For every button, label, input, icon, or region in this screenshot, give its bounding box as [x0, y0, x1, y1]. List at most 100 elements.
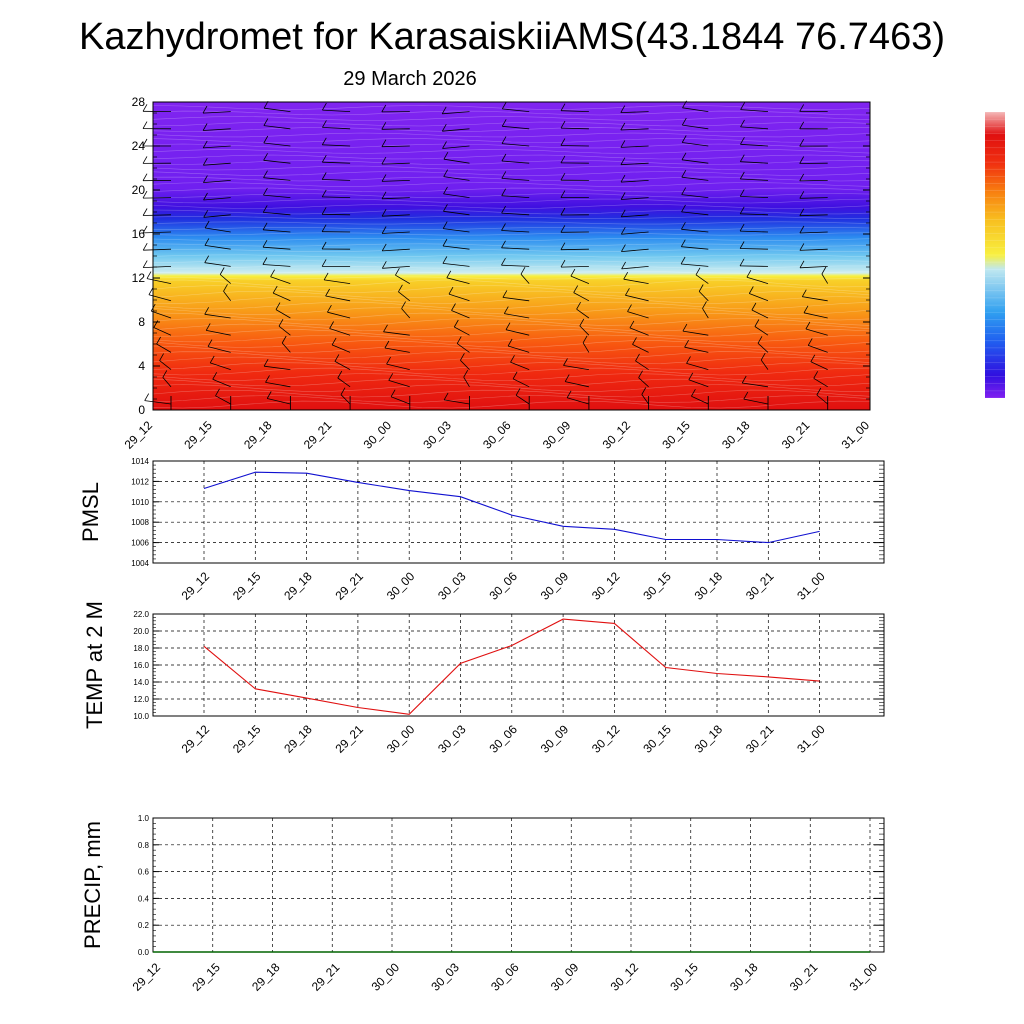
wind-barb	[560, 110, 589, 112]
x-tick-label: 30_15	[640, 722, 674, 756]
wind-barb-flag	[204, 255, 210, 263]
wind-barb	[322, 179, 351, 181]
wind-barb-flag	[743, 391, 749, 400]
x-tick-label: 29_18	[281, 722, 315, 756]
wind-barb-flag	[810, 354, 816, 362]
wind-barb-flag	[739, 171, 745, 180]
x-tick-label: 30_09	[548, 960, 582, 994]
wind-barb-flag	[760, 352, 766, 361]
wind-barb	[502, 125, 530, 130]
wind-barb	[740, 213, 769, 216]
contour-line	[152, 149, 871, 154]
wind-barb-flag	[340, 387, 346, 395]
wind-barb-flag	[502, 290, 508, 298]
wind-barb	[691, 395, 709, 405]
contour-line	[152, 221, 871, 225]
contour-line	[152, 345, 871, 354]
wind-barb	[760, 359, 769, 370]
wind-barb-flag	[757, 336, 763, 344]
wind-barb-flag	[381, 243, 387, 252]
wind-barb	[813, 377, 828, 388]
wind-barb	[501, 178, 530, 181]
wind-barb-flag	[204, 238, 210, 246]
contour-line	[152, 154, 871, 160]
wind-barb	[695, 274, 709, 284]
wind-barb	[681, 159, 709, 164]
wind-barb	[381, 162, 410, 165]
x-tick-label: 29_18	[281, 569, 315, 603]
wind-barb-flag	[681, 135, 687, 143]
wind-barb	[799, 197, 828, 199]
wind-barb	[635, 360, 649, 370]
wind-barb-flag	[560, 138, 566, 146]
contour-line	[152, 227, 871, 231]
x-tick-label: 30_21	[779, 418, 813, 452]
wind-barb-flag	[681, 152, 687, 160]
wind-barb	[203, 162, 231, 166]
cross-section-field	[153, 102, 870, 410]
wind-barb-flag	[204, 220, 210, 229]
wind-barb	[754, 326, 769, 336]
wind-barb-flag	[381, 191, 387, 199]
wind-barb	[263, 229, 291, 233]
wind-barb-flag	[156, 336, 161, 345]
contour-line	[152, 351, 871, 359]
contour-line	[152, 182, 871, 187]
wind-barb-flag	[448, 286, 454, 295]
wind-barb-flag	[142, 260, 148, 268]
panel-frame	[152, 460, 885, 564]
wind-barb	[325, 295, 351, 302]
contour-line	[152, 232, 871, 236]
wind-barb	[263, 142, 291, 147]
x-tick-label: 31_00	[794, 569, 828, 603]
wind-barb-flag	[142, 138, 148, 147]
wind-barb-flag	[754, 319, 760, 327]
y-tick-label: 22.0	[133, 610, 149, 619]
page-title: Kazhydromet for KarasaiskiiAMS(43.1844 7…	[78, 16, 945, 58]
wind-barb	[322, 196, 351, 198]
wind-barb	[204, 245, 231, 250]
wind-barb	[682, 330, 709, 336]
wind-barb-flag	[501, 258, 506, 266]
wind-barb-flag	[146, 271, 152, 279]
wind-barb-flag	[560, 242, 566, 250]
wind-barb-flag	[691, 389, 696, 397]
wind-barb	[337, 377, 351, 388]
x-tick-label: 30_21	[743, 722, 777, 756]
wind-barb-flag	[510, 355, 515, 363]
wind-barb-flag	[627, 304, 632, 312]
wind-barb	[821, 273, 829, 284]
wind-barb-flag	[390, 389, 396, 397]
wind-barb-flag	[270, 269, 275, 277]
y-tick-label: 1006	[131, 539, 149, 548]
contour-line	[152, 138, 871, 143]
wind-barb-flag	[799, 173, 805, 182]
wind-barb-flag	[507, 338, 513, 347]
x-tick-label: 30_18	[719, 418, 753, 452]
wind-barb-flag	[740, 137, 745, 145]
x-tick-label: 29_12	[179, 569, 213, 603]
wind-barb-flag	[142, 225, 148, 234]
wind-barb-flag	[460, 353, 465, 361]
wind-barb-flag	[275, 302, 281, 310]
y-tick-label: 0.4	[138, 894, 150, 903]
wind-barb-flag	[620, 140, 626, 148]
wind-barb-flag	[219, 267, 225, 275]
wind-barb-flag	[262, 257, 268, 265]
wind-barb-flag	[209, 355, 215, 364]
wind-barb	[520, 273, 530, 284]
contour-line	[152, 378, 871, 387]
cross-section-panel: 0 4 8 12 16 20 24 28 29_12 29_15 29_18 29_21 30_00 30…	[122, 95, 873, 452]
wind-barb	[620, 180, 649, 183]
x-tick-label: 30_18	[692, 722, 726, 756]
contour-line	[152, 171, 871, 176]
contour-line	[152, 296, 871, 304]
wind-barb	[698, 291, 709, 302]
wind-barb	[501, 264, 530, 267]
wind-barb-flag	[463, 370, 469, 378]
wind-barb	[681, 228, 709, 233]
y-tick-label: 0.2	[138, 921, 150, 930]
wind-barb-flag	[680, 239, 686, 247]
wind-barb	[203, 128, 231, 131]
wind-barb	[322, 144, 351, 147]
